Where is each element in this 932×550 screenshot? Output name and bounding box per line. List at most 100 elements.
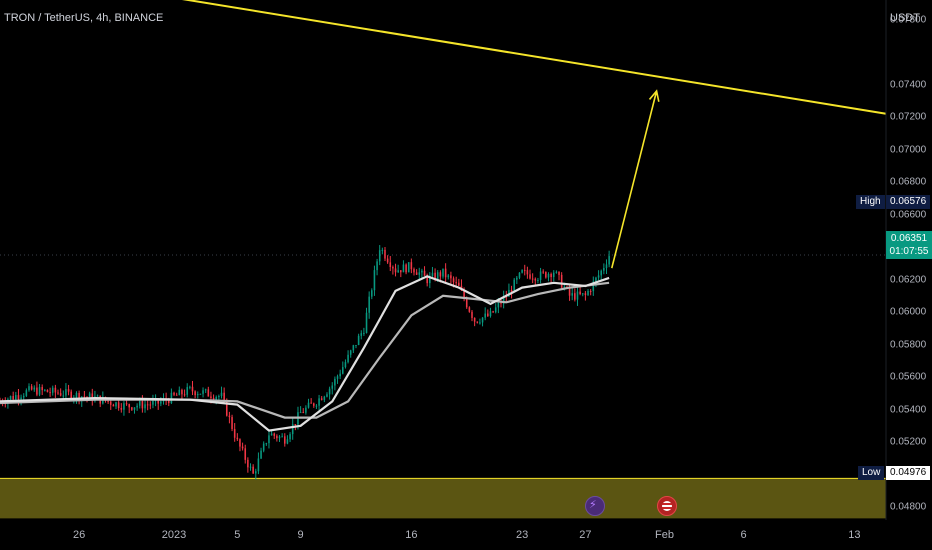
us-flag-event-icon[interactable] <box>657 496 677 516</box>
candle <box>487 309 489 318</box>
candle-body <box>22 395 25 398</box>
candle <box>347 350 349 364</box>
candle-body <box>394 268 397 273</box>
candle-body <box>128 404 130 408</box>
candle <box>386 255 389 264</box>
candle <box>128 403 130 414</box>
candle-body <box>426 275 428 284</box>
candle-body <box>231 417 233 430</box>
candle <box>521 269 523 274</box>
candle <box>336 374 339 384</box>
candle-body <box>167 400 170 404</box>
candle <box>233 423 236 442</box>
candle <box>239 438 241 452</box>
candle-body <box>323 396 326 400</box>
candle-body <box>36 387 38 395</box>
candle-body <box>78 392 80 401</box>
candle-body <box>302 412 305 414</box>
candle-body <box>384 249 386 259</box>
candle-body <box>54 387 57 393</box>
candle-body <box>355 344 357 346</box>
candle <box>152 394 154 409</box>
candle-body <box>291 424 294 435</box>
candle <box>204 388 207 393</box>
candle-body <box>344 362 347 368</box>
candle <box>402 260 405 273</box>
candle <box>41 384 43 396</box>
candle <box>254 468 257 480</box>
candle-body <box>539 271 542 280</box>
candle <box>429 272 431 289</box>
candle-body <box>550 273 552 278</box>
candle <box>603 263 605 275</box>
candle <box>458 278 460 287</box>
candle <box>431 266 434 278</box>
candle-body <box>138 400 141 406</box>
candle-body <box>574 293 576 300</box>
high-label: High <box>856 195 885 209</box>
candle-body <box>510 289 513 293</box>
candle-body <box>481 317 484 323</box>
candle <box>363 327 365 336</box>
candle-body <box>463 290 465 299</box>
candle-body <box>215 396 218 400</box>
candle <box>30 384 33 391</box>
candle <box>442 268 444 279</box>
candle <box>389 256 392 272</box>
time-tick-label: 13 <box>848 529 861 541</box>
candle <box>257 452 260 475</box>
candle <box>107 400 109 404</box>
price-tick-label: 0.06200 <box>890 274 927 285</box>
candle-body <box>320 398 323 400</box>
candle-body <box>199 393 202 395</box>
candle-body <box>513 279 515 293</box>
candle <box>202 387 204 398</box>
time-tick-label: 9 <box>297 529 304 541</box>
candle <box>36 381 38 397</box>
candle <box>252 464 254 474</box>
candle <box>117 399 120 411</box>
candle-body <box>563 286 566 288</box>
candle-body <box>603 267 605 271</box>
candle-body <box>178 389 181 396</box>
candle <box>539 267 542 284</box>
symbol-header: TRON / TetherUS, 4h, BINANCE <box>4 12 164 24</box>
candle <box>597 270 600 281</box>
candle <box>78 390 80 405</box>
candle <box>136 403 138 411</box>
lightning-event-icon[interactable] <box>585 496 605 516</box>
candle-body <box>67 389 70 392</box>
candle <box>88 391 91 398</box>
candle-body <box>331 385 334 389</box>
candle <box>241 442 244 451</box>
candle <box>307 398 310 409</box>
candle-body <box>418 272 421 275</box>
candle-body <box>51 387 54 393</box>
candle <box>410 258 413 274</box>
candle-body <box>605 264 608 268</box>
candle-body <box>415 272 418 275</box>
candle <box>500 298 502 308</box>
candle-body <box>405 264 407 273</box>
candle <box>286 435 289 445</box>
candle <box>397 264 399 273</box>
candle-body <box>342 367 344 374</box>
candle <box>207 386 210 397</box>
candle-body <box>400 270 402 273</box>
low-value: 0.04976 <box>886 466 931 480</box>
moving-averages-layer <box>0 275 610 432</box>
candle <box>589 289 592 296</box>
candle <box>247 457 249 473</box>
candle <box>268 429 270 449</box>
candle-body <box>41 387 43 391</box>
candle <box>178 386 181 396</box>
candle <box>236 433 239 441</box>
candle <box>552 270 555 282</box>
candle-body <box>270 433 273 436</box>
candle-body <box>537 279 539 281</box>
candle <box>368 291 370 319</box>
candle-body <box>452 278 455 283</box>
candle <box>181 388 183 399</box>
candle-body <box>479 322 481 324</box>
